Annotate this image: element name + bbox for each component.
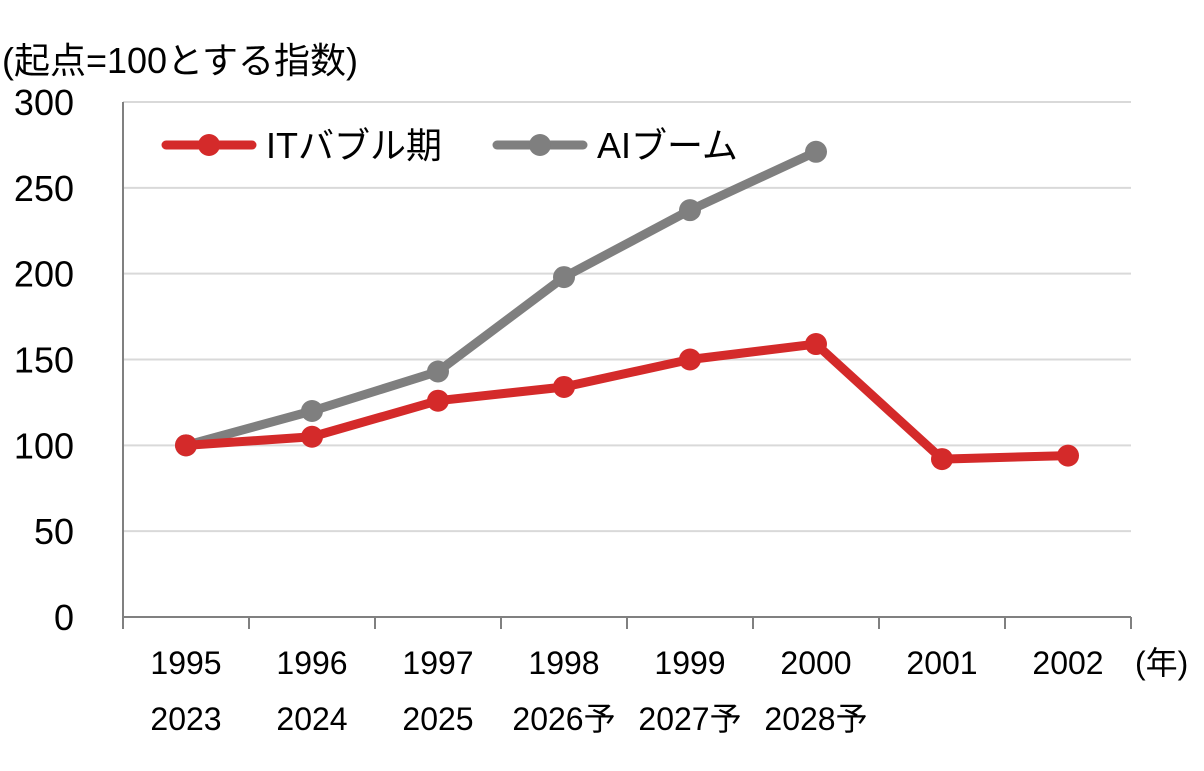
y-tick-label: 100: [14, 425, 74, 466]
data-point: [679, 348, 701, 371]
x-tick-label: 1998: [528, 645, 599, 681]
x-tick-label: 2001: [906, 645, 977, 681]
legend-label: AIブーム: [597, 125, 738, 166]
data-point: [805, 140, 827, 163]
legend: ITバブル期 AIブーム: [161, 125, 738, 166]
x-axis-unit-label: (年): [1135, 645, 1188, 681]
x-tick-label: 2002: [1032, 645, 1103, 681]
x-tick-label-secondary: 2026予: [512, 701, 615, 737]
y-tick-label: 250: [14, 168, 74, 209]
y-tick-label: 150: [14, 340, 74, 381]
legend-swatch-marker: [198, 134, 220, 156]
data-point: [301, 400, 323, 422]
y-tick-label: 200: [14, 254, 74, 295]
legend-label: ITバブル期: [266, 125, 442, 166]
y-tick-labels: 0 50 100 150 200 250 300: [14, 82, 74, 638]
series-line-0: [181, 339, 1073, 464]
data-point: [553, 266, 575, 289]
gridlines: [123, 101, 1131, 533]
data-point: [427, 389, 449, 412]
data-point: [301, 425, 323, 448]
data-point: [679, 199, 701, 222]
x-tick-label-secondary: 2023: [150, 701, 221, 737]
x-tick-label: 1999: [654, 645, 725, 681]
data-point: [553, 375, 575, 398]
data-point: [175, 434, 197, 457]
x-tick-label-secondary: 2027予: [638, 701, 741, 737]
data-point: [805, 333, 827, 356]
data-point: [1057, 444, 1079, 467]
y-axis-unit-label: (起点=100とする指数): [2, 40, 358, 81]
x-tick-label-secondary: 2028予: [764, 701, 867, 737]
x-tick-label: 2000: [780, 645, 851, 681]
x-tick-label: 1996: [276, 645, 347, 681]
y-tick-label: 300: [14, 82, 74, 123]
x-tick-label-secondary: 2025: [402, 701, 473, 737]
data-point: [427, 360, 449, 383]
y-tick-label: 50: [34, 511, 74, 552]
x-tick-labels: 1995 1996 1997 1998 1999 2000 2001 2002 2023 2024…: [150, 645, 1188, 737]
axes: [122, 102, 1132, 629]
data-point: [931, 448, 953, 471]
x-tick-label: 1995: [150, 645, 221, 681]
legend-swatch-marker: [529, 134, 551, 156]
y-tick-label: 0: [54, 597, 74, 638]
x-tick-label: 1997: [402, 645, 473, 681]
series-group: [175, 140, 1079, 471]
x-tick-label-secondary: 2024: [276, 701, 347, 737]
series-line-1: [181, 147, 821, 450]
